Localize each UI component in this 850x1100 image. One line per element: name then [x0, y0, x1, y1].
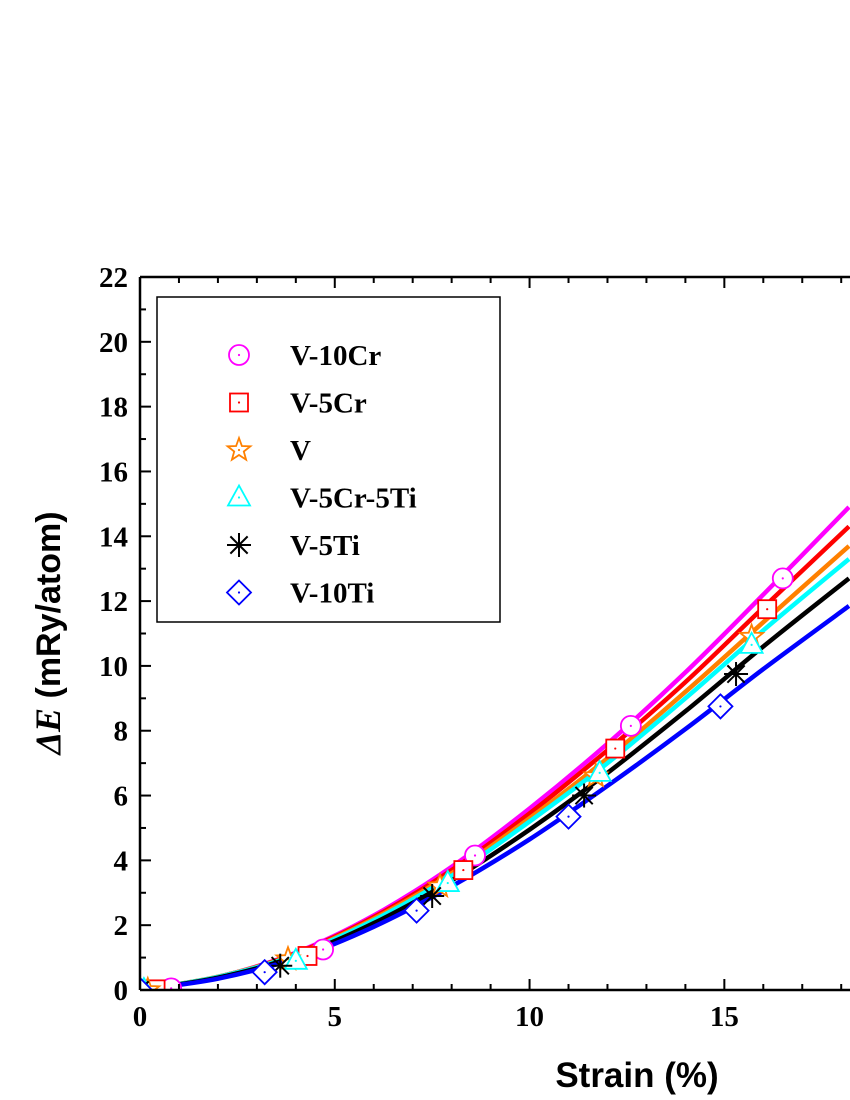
data-point-v-5cr-5ti-1-dot	[294, 959, 297, 962]
data-point-v-10ti-3	[555, 803, 582, 830]
legend-marker-v-5ti-stroke-3	[229, 535, 249, 555]
data-point-v-10cr-3	[619, 714, 642, 737]
data-point-v-5ti-2-stroke-3	[422, 886, 442, 906]
data-point-v-5cr-4-dot	[766, 608, 769, 611]
data-point-v-5cr-5ti-4	[739, 630, 765, 654]
legend-label-v: V	[290, 435, 311, 467]
legend-label-v-5cr-5ti: V-5Cr-5Ti	[290, 483, 417, 515]
data-point-v-10ti-4	[707, 693, 734, 720]
legend-marker-v-5ti	[227, 533, 251, 557]
data-point-v-10cr-4	[771, 567, 794, 590]
legend-marker-v-5cr-5ti-dot	[237, 496, 241, 499]
x-axis-label: Strain (%)	[555, 1056, 718, 1095]
data-point-v-10cr-4-dot	[781, 577, 784, 580]
data-point-v-5cr-5ti-3-dot	[598, 771, 601, 774]
legend-marker-v-5cr	[229, 392, 249, 413]
data-point-v-5cr-2-dot	[462, 868, 465, 872]
data-point-v-5cr-5ti-4-dot	[750, 643, 753, 646]
data-point-v-10cr-2-dot	[473, 854, 477, 857]
plot-area	[140, 505, 850, 990]
y-tick-label-20: 20	[99, 327, 128, 359]
legend-marker-v-5cr-dot	[237, 401, 241, 404]
y-tick-label-22: 22	[99, 262, 128, 294]
data-point-v-5cr-2	[453, 860, 474, 880]
data-point-v-5cr-5ti-4-shape	[739, 630, 765, 654]
legend-marker-v-10ti	[225, 579, 253, 606]
y-tick-label-18: 18	[99, 392, 128, 424]
y-tick-label-12: 12	[99, 586, 128, 618]
legend-label-v-10cr: V-10Cr	[290, 340, 381, 372]
legend-label-v-5cr: V-5Cr	[290, 388, 367, 420]
data-point-v-5ti-3-stroke-3	[574, 786, 594, 805]
legend: V-10Cr V-5Cr V V-5Cr-5Ti V-5Ti V-10Ti	[156, 296, 501, 623]
legend-marker-v-5cr-5ti	[226, 483, 252, 507]
data-point-v-5cr-5ti-3-shape	[587, 758, 613, 782]
y-axis-label: ΔE (mRy/atom)	[28, 511, 68, 756]
x-tick-label-0: 0	[133, 1001, 148, 1033]
axes: 0 5 10 15 0 2 4 6 8 10 12 14 16 18 20 22 Strain (%) ΔE (m…	[28, 262, 850, 1095]
data-point-v-10cr-3-dot	[629, 724, 632, 727]
legend-marker-v-10cr	[228, 344, 250, 366]
legend-marker-v	[225, 435, 253, 462]
data-point-v-10ti-1	[251, 958, 278, 986]
data-point-v-5ti-2	[420, 884, 445, 909]
legend-label-v-10ti: V-10Ti	[290, 578, 374, 610]
data-point-v-5cr-5ti-2	[435, 869, 461, 892]
y-tick-label-8: 8	[114, 716, 129, 748]
data-point-v-5ti-3	[572, 783, 597, 808]
data-point-v-5cr-5ti-3	[587, 758, 613, 782]
y-tick-label-6: 6	[114, 781, 129, 813]
series-line-v-5cr-5ti	[140, 557, 850, 990]
data-point-v-10ti-4-dot	[719, 705, 722, 708]
x-tick-label-15: 15	[710, 1001, 739, 1033]
x-tick-label-10: 10	[515, 1001, 544, 1033]
data-point-v-5cr-1-dot	[306, 954, 309, 958]
legend-label-v-5ti: V-5Ti	[290, 530, 360, 562]
legend-marker-v-10ti-dot	[237, 591, 241, 594]
data-point-v-5cr-4	[757, 599, 778, 620]
data-point-v-5ti-4	[724, 662, 749, 687]
y-axis-label-unit: (mRy/atom)	[30, 511, 68, 707]
y-tick-label-4: 4	[114, 845, 129, 877]
y-tick-label-0: 0	[114, 975, 129, 1007]
data-point-v-10ti-3-dot	[567, 815, 570, 818]
data-point-v-5ti-4-stroke-3	[726, 664, 746, 684]
y-axis-label-symbol: ΔE	[28, 708, 68, 757]
data-point-v-10ti-2-dot	[415, 909, 418, 912]
data-point-v-10ti-0-shape	[140, 976, 154, 990]
legend-marker-v-dot	[237, 448, 241, 452]
data-point-v-5cr-5ti-2-shape	[435, 869, 461, 892]
data-point-v-5cr-5ti-1	[283, 946, 309, 970]
data-point-v-10cr-1	[312, 938, 334, 961]
legend-marker-v-10cr-dot	[237, 353, 241, 357]
y-tick-label-2: 2	[114, 910, 129, 942]
data-point-v-5cr-5ti-1-shape	[283, 946, 309, 970]
y-tick-label-14: 14	[99, 521, 128, 553]
data-point-v-5cr-3	[605, 738, 626, 759]
y-tick-label-10: 10	[99, 651, 128, 683]
data-point-v-5cr-3-dot	[614, 747, 617, 750]
legend-box	[156, 296, 501, 623]
data-point-v-10ti-2	[403, 897, 430, 924]
data-point-v-10cr-1-dot	[321, 948, 325, 951]
data-point-v-5cr-5ti-2-dot	[446, 881, 449, 885]
data-point-v-10ti-1-dot	[263, 971, 266, 974]
y-tick-label-16: 16	[99, 456, 128, 488]
x-tick-label-5: 5	[328, 1001, 343, 1033]
legend-marker-v-5cr-5ti-shape	[226, 483, 252, 507]
legend-marker-v-shape	[225, 435, 253, 462]
